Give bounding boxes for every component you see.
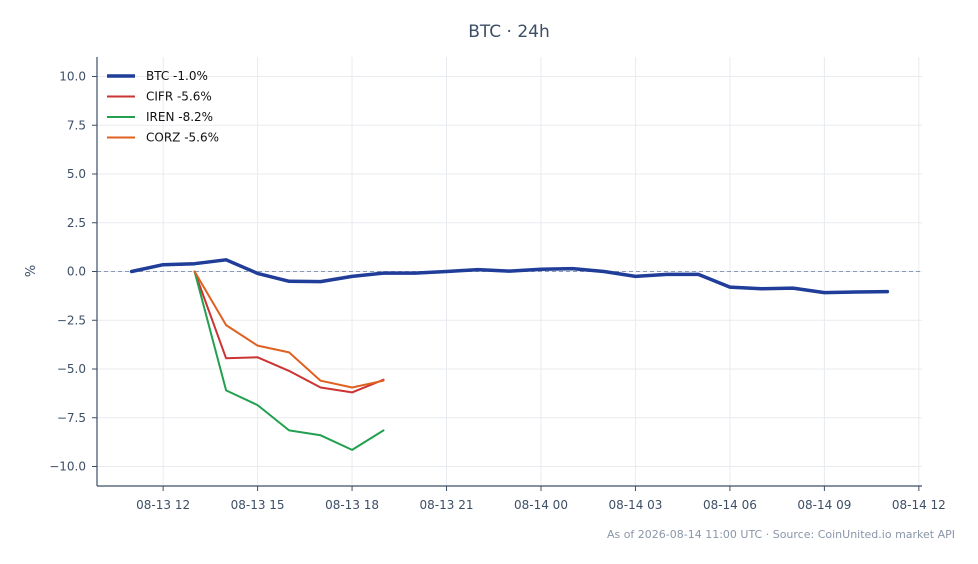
series-line-corz xyxy=(193,270,385,389)
x-tick-label: 08-14 12 xyxy=(892,498,946,512)
y-tick-label: −10.0 xyxy=(49,460,86,474)
legend: BTC -1.0% CIFR -5.6% IREN -8.2% CORZ -5.6% xyxy=(107,69,219,145)
legend-entry-label: CORZ -5.6% xyxy=(146,131,219,145)
x-tick-label: 08-14 03 xyxy=(608,498,662,512)
series-line-btc xyxy=(129,258,890,295)
legend-entry-label: IREN -8.2% xyxy=(146,110,213,124)
x-tick-label: 08-13 12 xyxy=(136,498,190,512)
x-ticks: 08-13 12 08-13 15 08-13 18 08-13 21 08-14 00… xyxy=(136,486,946,512)
footer-source: As of 2026-08-14 11:00 UTC · Source: Coi… xyxy=(607,528,955,541)
x-tick-label: 08-14 06 xyxy=(703,498,757,512)
x-tick-label: 08-14 09 xyxy=(797,498,851,512)
y-tick-label: −7.5 xyxy=(57,411,86,425)
y-tick-label: 7.5 xyxy=(67,118,86,132)
x-tick-label: 08-13 21 xyxy=(420,498,474,512)
legend-entry-label: CIFR -5.6% xyxy=(146,90,212,104)
y-tick-label: 5.0 xyxy=(67,167,86,181)
x-tick-label: 08-13 15 xyxy=(231,498,285,512)
y-ticks: 10.0 7.5 5.0 2.5 0.0 −2.5 −5.0 −7.5 −10.0 xyxy=(49,70,97,474)
y-tick-label: 2.5 xyxy=(67,216,86,230)
series-line-cifr xyxy=(193,270,385,394)
series-group xyxy=(129,258,890,451)
y-tick-label: 10.0 xyxy=(59,70,86,84)
series-line-iren xyxy=(193,270,385,451)
x-tick-label: 08-14 00 xyxy=(514,498,568,512)
legend-entry-label: BTC -1.0% xyxy=(146,69,208,83)
y-axis-label: % xyxy=(24,265,39,277)
y-tick-label: 0.0 xyxy=(67,265,86,279)
chart-title: BTC · 24h xyxy=(468,22,550,42)
x-tick-label: 08-13 18 xyxy=(325,498,379,512)
y-tick-label: −5.0 xyxy=(57,362,86,376)
y-tick-label: −2.5 xyxy=(57,313,86,327)
